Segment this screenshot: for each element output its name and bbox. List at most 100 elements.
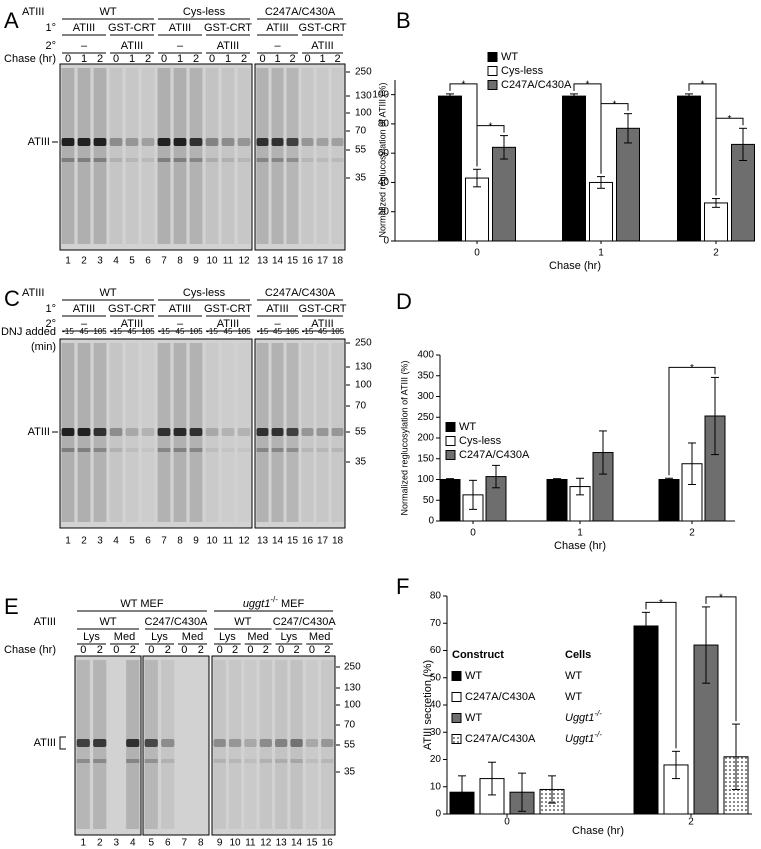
timepoint: 0: [217, 644, 223, 656]
lane-number: 15: [287, 536, 299, 547]
timepoint: 0: [209, 53, 215, 65]
secondary-antibody: –: [177, 40, 184, 52]
lane-band-minor: [157, 158, 171, 162]
lane-smear: [61, 68, 75, 244]
lane-number: 12: [238, 536, 250, 547]
gel-image: [59, 63, 253, 251]
lane-number: 10: [206, 536, 218, 547]
x-axis-label: Chase (hr): [554, 540, 606, 552]
legend-label: C247A/C430A: [465, 691, 536, 703]
x-tick-label: 2: [713, 248, 719, 259]
lane-number: 5: [148, 838, 154, 849]
lane-band: [286, 428, 299, 436]
significance-bracket: [645, 601, 677, 749]
x-tick-label: 0: [474, 248, 480, 259]
lane-smear: [109, 343, 123, 522]
lane-smear: [256, 68, 269, 244]
lane-number: 6: [165, 838, 171, 849]
lane-number: 18: [332, 536, 344, 547]
timepoint: 1: [274, 53, 280, 65]
marker-label: 100: [355, 108, 372, 119]
lane-smear: [228, 660, 242, 829]
lane-band-minor: [321, 759, 334, 763]
timepoint: 0: [259, 53, 265, 65]
lane-band: [157, 428, 171, 436]
lane-smear: [213, 660, 226, 829]
lane-band-minor: [301, 448, 314, 452]
lane-smear: [125, 68, 139, 244]
significance-bracket: [476, 125, 505, 167]
lane-band: [141, 138, 155, 146]
lane-band: [290, 739, 303, 747]
lane-number: 9: [193, 256, 199, 267]
x-tick-label: 0: [504, 817, 510, 828]
marker-label: 250: [344, 662, 361, 673]
lane-band-minor: [271, 448, 284, 452]
significance-label: *: [586, 80, 590, 91]
legend-label: Cys-less: [501, 65, 544, 77]
lane-number: 1: [65, 536, 71, 547]
legend-swatch: [451, 692, 462, 702]
lane-number: 13: [257, 536, 269, 547]
fraction-label: Med: [182, 631, 203, 643]
secondary-antibody: ATIII: [217, 40, 239, 52]
panel-letter: F: [396, 574, 409, 599]
group-label: uggt1-/- MEF: [243, 595, 305, 610]
x-tick-label: 1: [577, 528, 583, 539]
lane-smear: [161, 660, 175, 829]
lane-number: 2: [97, 838, 103, 849]
primary-antibody: GST-CRT: [204, 303, 252, 315]
timepoint: 45: [273, 327, 282, 336]
legend-swatch: [487, 52, 498, 62]
lane-band: [316, 428, 329, 436]
construct-label: ATIII: [22, 6, 44, 18]
group-name: uggt1: [243, 598, 271, 610]
timepoint: 2: [294, 644, 300, 656]
lane-smear: [221, 68, 235, 244]
timepoint: 2: [193, 53, 199, 65]
bar: [658, 479, 680, 522]
cells-name: WT: [565, 670, 582, 682]
lane-band: [77, 138, 91, 146]
timepoint: 0: [148, 644, 154, 656]
primary-antibody: ATIII: [169, 303, 191, 315]
construct-label: C247/C430A: [273, 616, 337, 628]
construct-label: WT: [234, 616, 251, 628]
lane-band: [189, 428, 203, 436]
timepoint: 0: [247, 644, 253, 656]
gel-image: [254, 338, 346, 529]
marker-label: 100: [355, 380, 372, 391]
y-axis-label: ATIII secretion (%): [422, 660, 434, 750]
timepoint: 45: [176, 327, 185, 336]
lane-band: [161, 739, 175, 747]
lane-band: [126, 739, 140, 747]
timepoint: -15: [257, 327, 269, 336]
lane-band-minor: [213, 759, 226, 763]
band-label: ATIII: [28, 136, 50, 148]
lane-band: [271, 138, 284, 146]
lane-band: [213, 739, 226, 747]
marker-label: 100: [344, 700, 361, 711]
lane-number: 15: [306, 838, 318, 849]
y-tick-label: 0: [383, 236, 389, 247]
lane-number: 3: [97, 256, 103, 267]
fraction-label: Lys: [281, 631, 298, 643]
lane-band: [205, 428, 219, 436]
gel-image: [254, 63, 346, 251]
lane-number: 14: [272, 536, 284, 547]
timepoint: 1: [81, 53, 87, 65]
legend-label: WT: [501, 51, 518, 63]
lane-band-minor: [237, 448, 251, 452]
lane-number: 3: [113, 838, 119, 849]
secondary-antibody: –: [274, 40, 281, 52]
significance-label: *: [613, 99, 617, 110]
lane-band: [256, 428, 269, 436]
lane-number: 14: [291, 838, 303, 849]
timepoint: 2: [324, 644, 330, 656]
lane-band: [221, 428, 235, 436]
cells-name: WT: [565, 691, 582, 703]
primary-antibody: GST-CRT: [108, 303, 156, 315]
legend-swatch: [487, 66, 498, 76]
